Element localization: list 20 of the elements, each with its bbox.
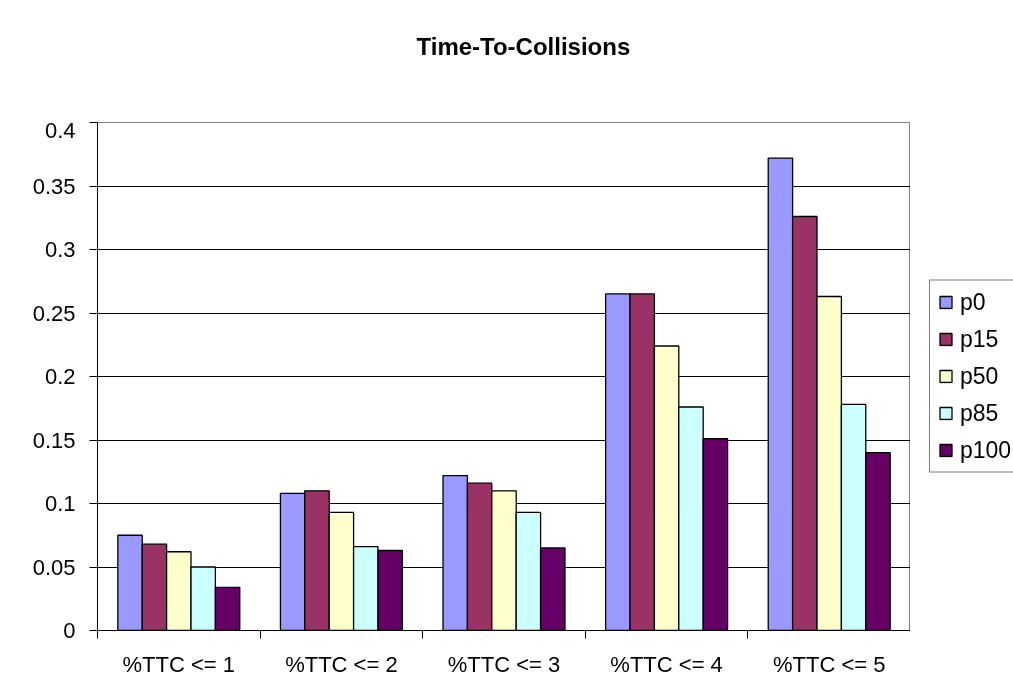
legend-label: p85 [960,399,999,427]
legend-label: p100 [960,436,1012,464]
y-tick-label: 0.35 [32,173,76,199]
y-tick-label: 0.25 [32,300,76,326]
x-tick-label: %TTC <= 5 [772,651,886,677]
legend-label: p15 [960,325,999,353]
y-tick-label: 0 [63,618,76,643]
x-tick-label: %TTC <= 2 [285,651,398,677]
x-tick-label: %TTC <= 1 [122,651,236,677]
legend-label: p0 [960,288,986,316]
chart-title: Time-To-Collisions [416,32,631,60]
y-tick-label: 0.05 [32,554,76,580]
y-tick-label: 0.4 [44,117,76,143]
y-tick-label: 0.2 [44,364,76,389]
y-tick-label: 0.15 [32,427,76,453]
legend-label: p50 [960,362,999,390]
x-tick-label: %TTC <= 4 [610,651,723,677]
y-tick-label: 0.1 [44,491,76,516]
x-tick-label: %TTC <= 3 [447,651,561,677]
y-tick-label: 0.3 [44,237,76,262]
